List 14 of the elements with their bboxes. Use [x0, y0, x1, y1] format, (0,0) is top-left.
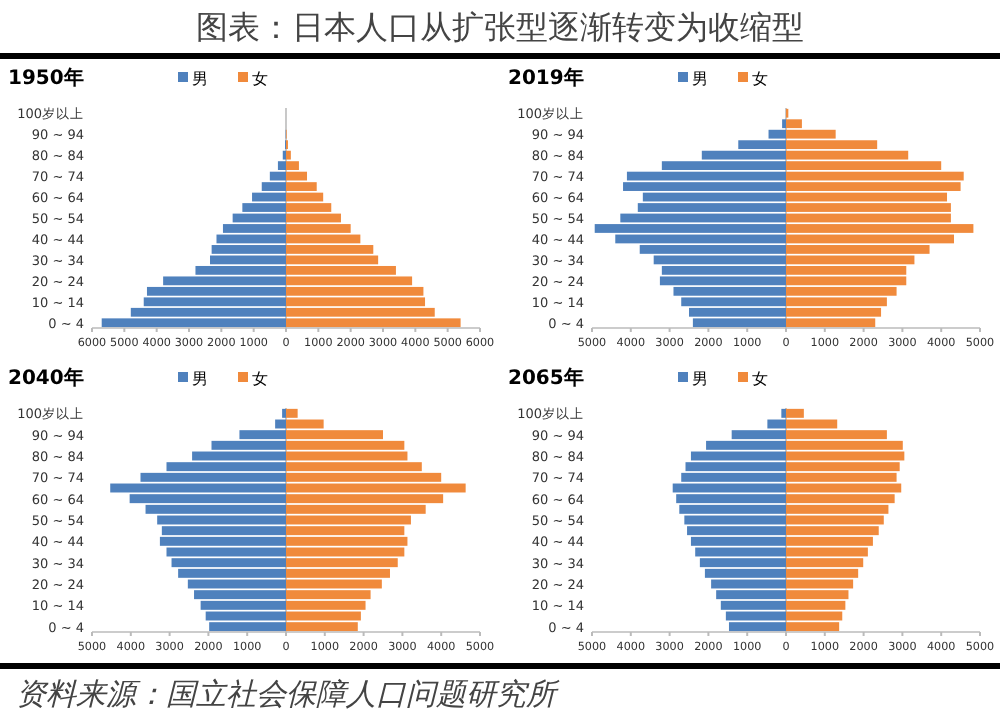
- text: 图表：日本人口从扩张型逐渐转变为收缩型: [196, 8, 804, 46]
- legend-label: 男: [192, 370, 208, 388]
- legend-label: 女: [752, 370, 768, 388]
- legend-label: 女: [752, 70, 768, 88]
- legend-label: 女: [252, 370, 268, 388]
- chart-title: 2065年: [508, 366, 584, 390]
- legend-label: 男: [692, 370, 708, 388]
- chart-title: 2040年: [8, 366, 84, 390]
- legend-label: 男: [692, 70, 708, 88]
- chart-title: 1950年: [8, 66, 84, 90]
- text: 资料来源：国立社会保障人口问题研究所: [16, 676, 560, 712]
- chart-title: 2019年: [508, 66, 584, 90]
- legend-label: 男: [192, 70, 208, 88]
- legend-label: 女: [252, 70, 268, 88]
